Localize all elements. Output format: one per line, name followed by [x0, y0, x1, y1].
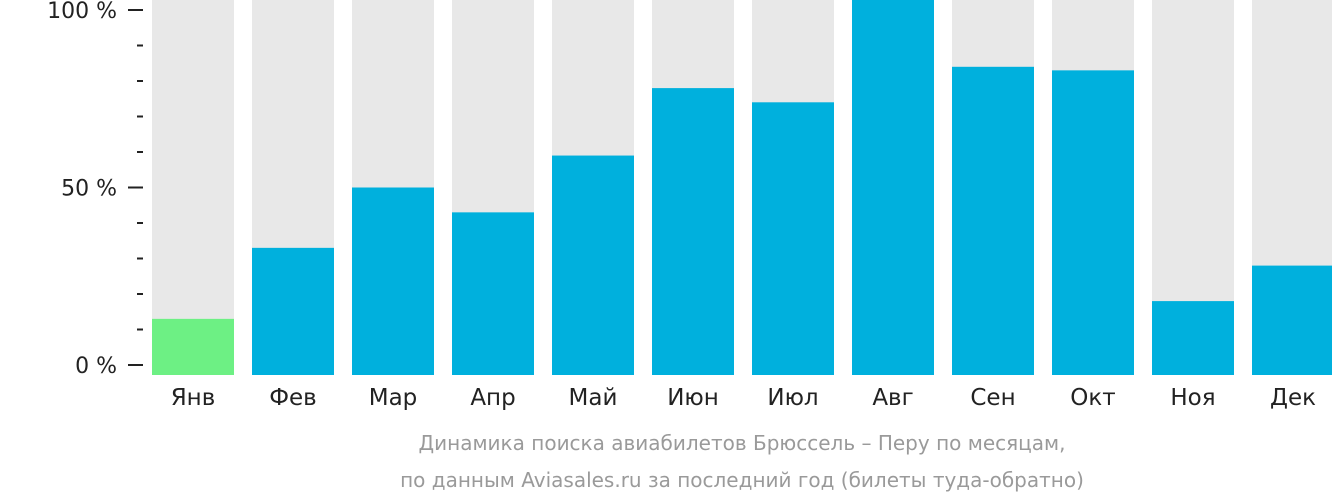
bar-Авг — [852, 0, 934, 375]
bar-Фев — [252, 247, 334, 375]
bar-Ноя — [1152, 301, 1234, 375]
bar-track — [152, 0, 234, 375]
bar-Дек — [1252, 265, 1332, 375]
x-tick-label: Мар — [369, 385, 418, 411]
x-tick-label: Сен — [970, 385, 1015, 411]
bar-Июл — [752, 102, 834, 376]
x-axis-labels: Янв Фев Мар Апр Май Июн Июл Авг Сен Окт Ноя Дек — [171, 385, 1316, 411]
x-tick-label: Фев — [269, 385, 317, 411]
x-tick-label: Янв — [171, 385, 216, 411]
bar-Окт — [1052, 70, 1134, 375]
bar-Апр — [452, 212, 534, 375]
x-tick-label: Май — [569, 385, 618, 411]
bar-Июн — [652, 88, 734, 375]
bar-Янв — [152, 318, 234, 375]
x-tick-label: Окт — [1070, 385, 1115, 411]
bars — [152, 0, 1332, 376]
x-tick-label: Июн — [667, 385, 719, 411]
x-tick-label: Апр — [470, 385, 515, 411]
bar-Мар — [352, 187, 434, 375]
search-dynamics-bar-chart: 0 % 50 % 100 % Янв Фев Мар Апр Май Июн Июл Авг Сен… — [47, 0, 1332, 411]
bar-Сен — [952, 66, 1034, 376]
y-axis: 0 % 50 % 100 % — [47, 0, 143, 379]
chart-caption-line-1: Динамика поиска авиабилетов Брюссель – П… — [418, 431, 1066, 455]
chart-caption-line-2: по данным Aviasales.ru за последний год … — [400, 468, 1084, 492]
x-tick-label: Дек — [1270, 385, 1316, 411]
x-tick-label: Июл — [767, 385, 818, 411]
x-tick-label: Ноя — [1170, 385, 1215, 411]
x-tick-label: Авг — [872, 385, 913, 411]
y-tick-label: 0 % — [75, 354, 117, 379]
y-tick-label: 50 % — [61, 177, 117, 202]
y-tick-label: 100 % — [47, 0, 117, 24]
bar-Май — [552, 155, 634, 375]
